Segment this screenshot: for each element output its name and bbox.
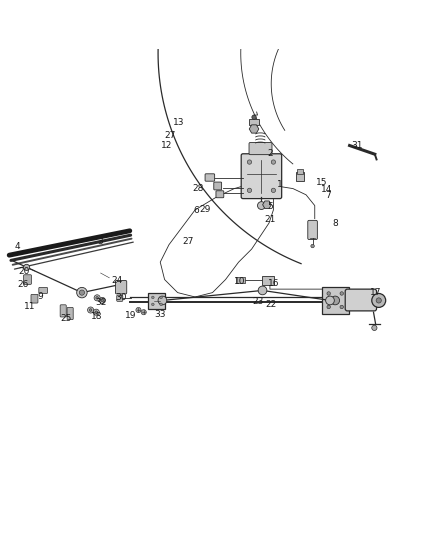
Text: 14: 14	[321, 184, 332, 193]
Text: 5: 5	[268, 202, 273, 211]
Text: 12: 12	[161, 141, 173, 150]
FancyBboxPatch shape	[116, 280, 127, 294]
Text: 11: 11	[25, 302, 36, 311]
Circle shape	[99, 297, 106, 303]
Circle shape	[136, 308, 141, 313]
Text: 27: 27	[182, 237, 193, 246]
Text: 6: 6	[194, 206, 199, 215]
FancyBboxPatch shape	[39, 287, 47, 294]
Circle shape	[247, 160, 252, 164]
FancyBboxPatch shape	[214, 182, 222, 190]
FancyBboxPatch shape	[296, 172, 304, 181]
FancyBboxPatch shape	[117, 295, 123, 301]
Text: 27: 27	[165, 132, 176, 140]
FancyBboxPatch shape	[249, 142, 272, 155]
FancyBboxPatch shape	[236, 277, 245, 284]
FancyBboxPatch shape	[241, 154, 282, 199]
Polygon shape	[263, 201, 271, 208]
Circle shape	[77, 287, 87, 298]
Text: 2: 2	[268, 149, 273, 158]
Circle shape	[94, 295, 100, 301]
FancyBboxPatch shape	[297, 169, 303, 174]
FancyBboxPatch shape	[24, 275, 32, 284]
Text: 24: 24	[111, 276, 122, 285]
Circle shape	[24, 264, 30, 270]
Circle shape	[325, 296, 334, 305]
FancyBboxPatch shape	[148, 293, 166, 309]
FancyBboxPatch shape	[262, 276, 274, 285]
Circle shape	[88, 307, 94, 313]
Circle shape	[252, 115, 256, 119]
Circle shape	[340, 305, 343, 309]
Circle shape	[158, 296, 167, 305]
Text: 21: 21	[265, 215, 276, 224]
Circle shape	[95, 311, 98, 313]
Circle shape	[152, 303, 154, 305]
Text: 10: 10	[234, 277, 246, 286]
Circle shape	[327, 305, 330, 309]
Circle shape	[340, 292, 343, 295]
Text: 26: 26	[18, 280, 29, 289]
Text: 19: 19	[125, 311, 137, 320]
Text: 9: 9	[38, 293, 43, 302]
Text: 25: 25	[60, 314, 71, 323]
Text: 1: 1	[277, 180, 283, 189]
FancyBboxPatch shape	[308, 220, 318, 239]
Text: 8: 8	[332, 220, 338, 228]
Text: 16: 16	[268, 279, 279, 287]
Circle shape	[96, 296, 99, 299]
Text: 33: 33	[155, 310, 166, 319]
Circle shape	[258, 286, 267, 295]
Circle shape	[331, 296, 339, 305]
Text: 29: 29	[199, 205, 211, 214]
FancyBboxPatch shape	[345, 289, 377, 311]
Text: 28: 28	[192, 184, 204, 192]
Text: 31: 31	[352, 141, 363, 150]
FancyBboxPatch shape	[205, 174, 215, 181]
FancyBboxPatch shape	[322, 287, 349, 313]
FancyBboxPatch shape	[60, 305, 66, 317]
Circle shape	[372, 294, 386, 308]
Circle shape	[101, 299, 104, 302]
FancyBboxPatch shape	[31, 294, 38, 303]
FancyBboxPatch shape	[67, 308, 73, 320]
Circle shape	[141, 310, 146, 315]
Circle shape	[93, 309, 99, 315]
Circle shape	[311, 244, 314, 248]
Circle shape	[152, 296, 154, 298]
Circle shape	[376, 298, 381, 303]
Text: 7: 7	[325, 191, 331, 200]
FancyBboxPatch shape	[216, 191, 224, 198]
Text: 20: 20	[18, 267, 30, 276]
Circle shape	[271, 188, 276, 192]
Polygon shape	[249, 125, 259, 133]
Text: 18: 18	[91, 312, 102, 321]
Text: 23: 23	[252, 297, 264, 306]
Circle shape	[79, 290, 85, 295]
Text: 4: 4	[14, 243, 20, 252]
Text: 22: 22	[265, 300, 277, 309]
Circle shape	[160, 296, 162, 298]
Circle shape	[372, 325, 377, 330]
Text: 30: 30	[115, 293, 127, 302]
Text: 32: 32	[95, 298, 106, 306]
Circle shape	[160, 303, 162, 305]
Text: 13: 13	[173, 117, 185, 126]
Circle shape	[247, 188, 252, 192]
Text: 17: 17	[370, 288, 381, 297]
Circle shape	[327, 292, 330, 295]
Text: 3: 3	[98, 237, 103, 246]
Circle shape	[258, 201, 265, 209]
Text: 15: 15	[316, 179, 328, 188]
FancyBboxPatch shape	[249, 119, 259, 125]
Circle shape	[89, 309, 92, 311]
Circle shape	[271, 160, 276, 164]
